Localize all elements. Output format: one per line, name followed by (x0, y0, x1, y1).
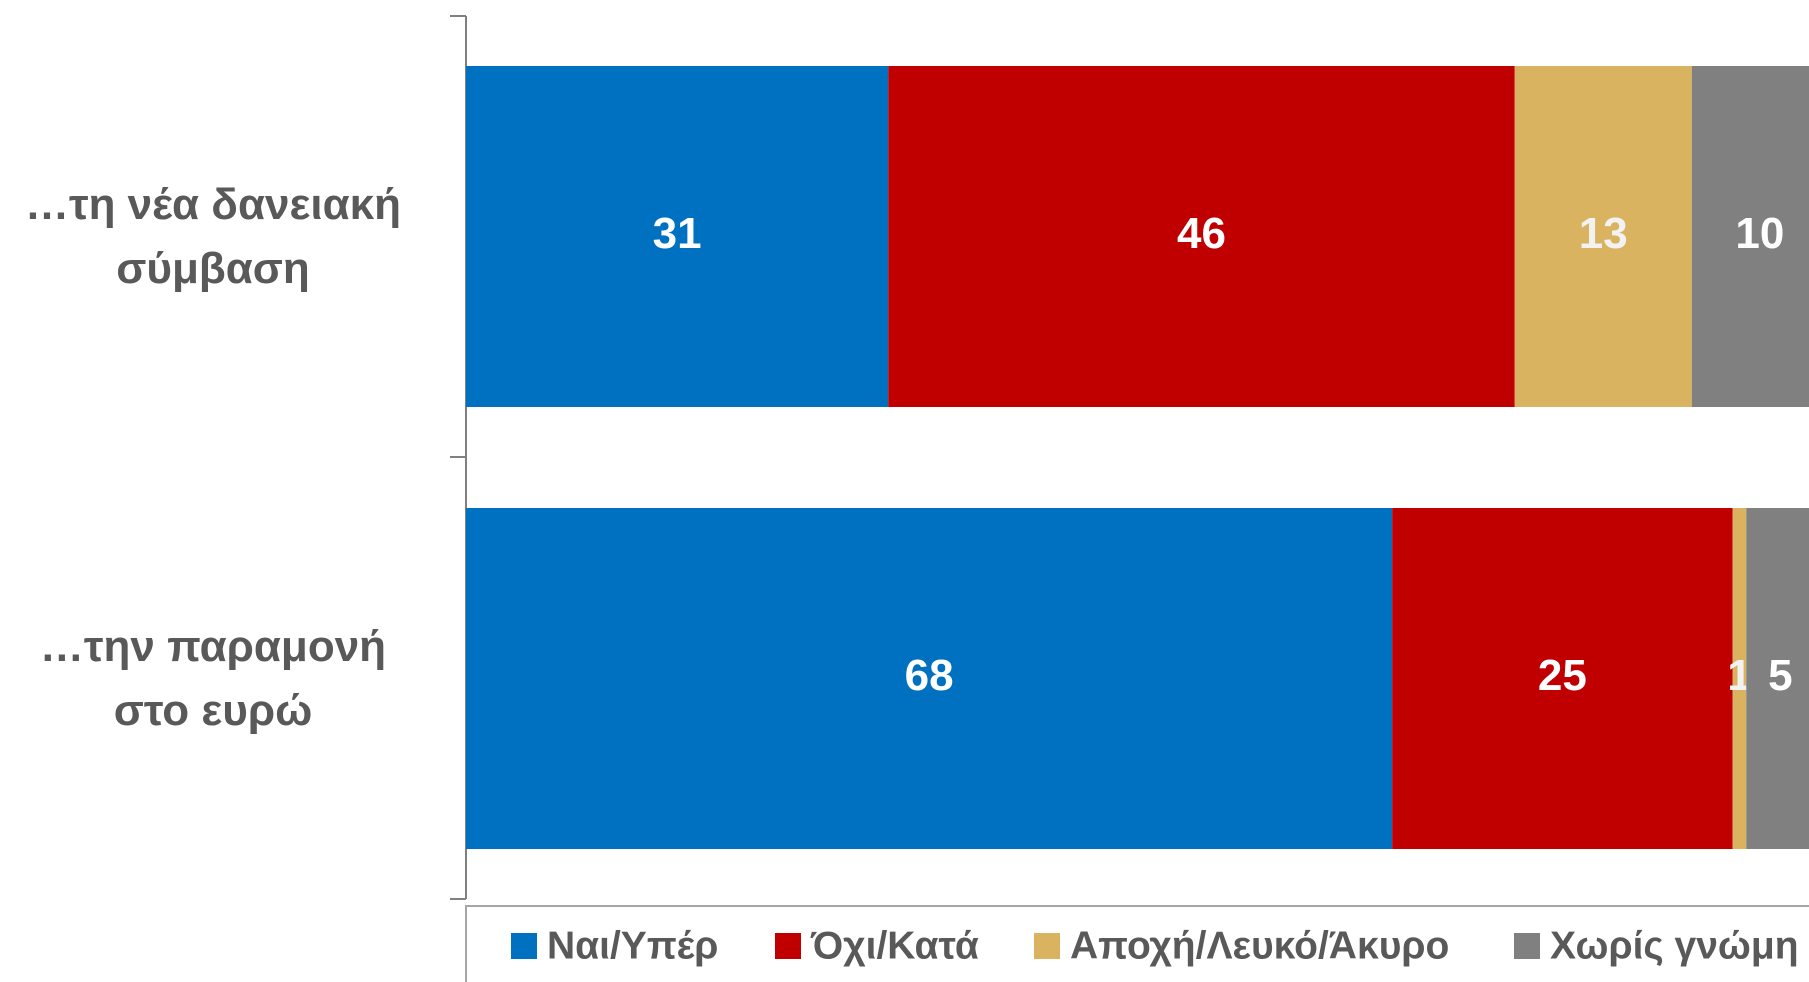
value-label: 25 (1538, 651, 1587, 700)
legend-label: Χωρίς γνώμη (1550, 924, 1799, 967)
value-label: 31 (653, 209, 702, 258)
bar-segment (1392, 508, 1733, 849)
value-label: 13 (1579, 209, 1628, 258)
category-label: …την παραμονή στο ευρώ (39, 621, 387, 735)
legend-swatch (1514, 933, 1540, 959)
legend-swatch (1034, 933, 1060, 959)
value-label: 68 (905, 651, 954, 700)
bar-segment (466, 508, 1393, 849)
bar-segment (1732, 508, 1747, 849)
bar-segment (1514, 66, 1692, 407)
value-label: 10 (1735, 209, 1784, 258)
bar-segment (1746, 508, 1809, 849)
legend-label: Ναι/Υπέρ (547, 924, 718, 967)
value-label: 46 (1177, 209, 1226, 258)
value-label: 5 (1768, 651, 1792, 700)
bar-segment (888, 66, 1515, 407)
legend-box (465, 905, 1809, 982)
legend-label: Όχι/Κατά (810, 924, 979, 967)
category-label: …τη νέα δανειακή σύμβαση (24, 179, 402, 293)
legend-swatch (775, 933, 801, 959)
bar-segment (466, 66, 889, 407)
legend-swatch (511, 933, 537, 959)
bar-segment (1691, 66, 1809, 407)
legend-label: Αποχή/Λευκό/Άκυρο (1070, 924, 1449, 967)
